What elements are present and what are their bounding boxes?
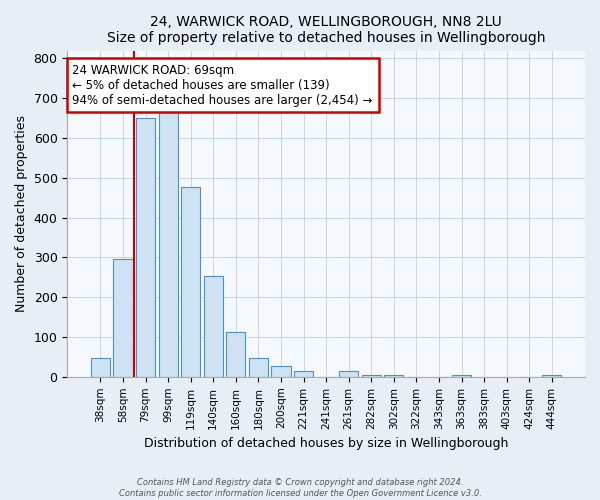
Bar: [362, 375, 381, 377]
Title: 24, WARWICK ROAD, WELLINGBOROUGH, NN8 2LU
Size of property relative to detached : 24, WARWICK ROAD, WELLINGBOROUGH, NN8 2L…: [107, 15, 545, 45]
Bar: [136, 118, 155, 377]
Y-axis label: Number of detached properties: Number of detached properties: [15, 115, 28, 312]
Bar: [113, 260, 133, 377]
Bar: [181, 186, 200, 377]
Bar: [452, 375, 471, 377]
Text: Contains HM Land Registry data © Crown copyright and database right 2024.
Contai: Contains HM Land Registry data © Crown c…: [119, 478, 481, 498]
Text: 24 WARWICK ROAD: 69sqm
← 5% of detached houses are smaller (139)
94% of semi-det: 24 WARWICK ROAD: 69sqm ← 5% of detached …: [73, 64, 373, 106]
Bar: [271, 366, 290, 377]
Bar: [249, 358, 268, 377]
Bar: [226, 332, 245, 377]
Bar: [384, 375, 403, 377]
Bar: [158, 112, 178, 377]
Bar: [339, 371, 358, 377]
X-axis label: Distribution of detached houses by size in Wellingborough: Distribution of detached houses by size …: [144, 437, 508, 450]
Bar: [542, 375, 562, 377]
Bar: [91, 358, 110, 377]
Bar: [203, 276, 223, 377]
Bar: [294, 371, 313, 377]
